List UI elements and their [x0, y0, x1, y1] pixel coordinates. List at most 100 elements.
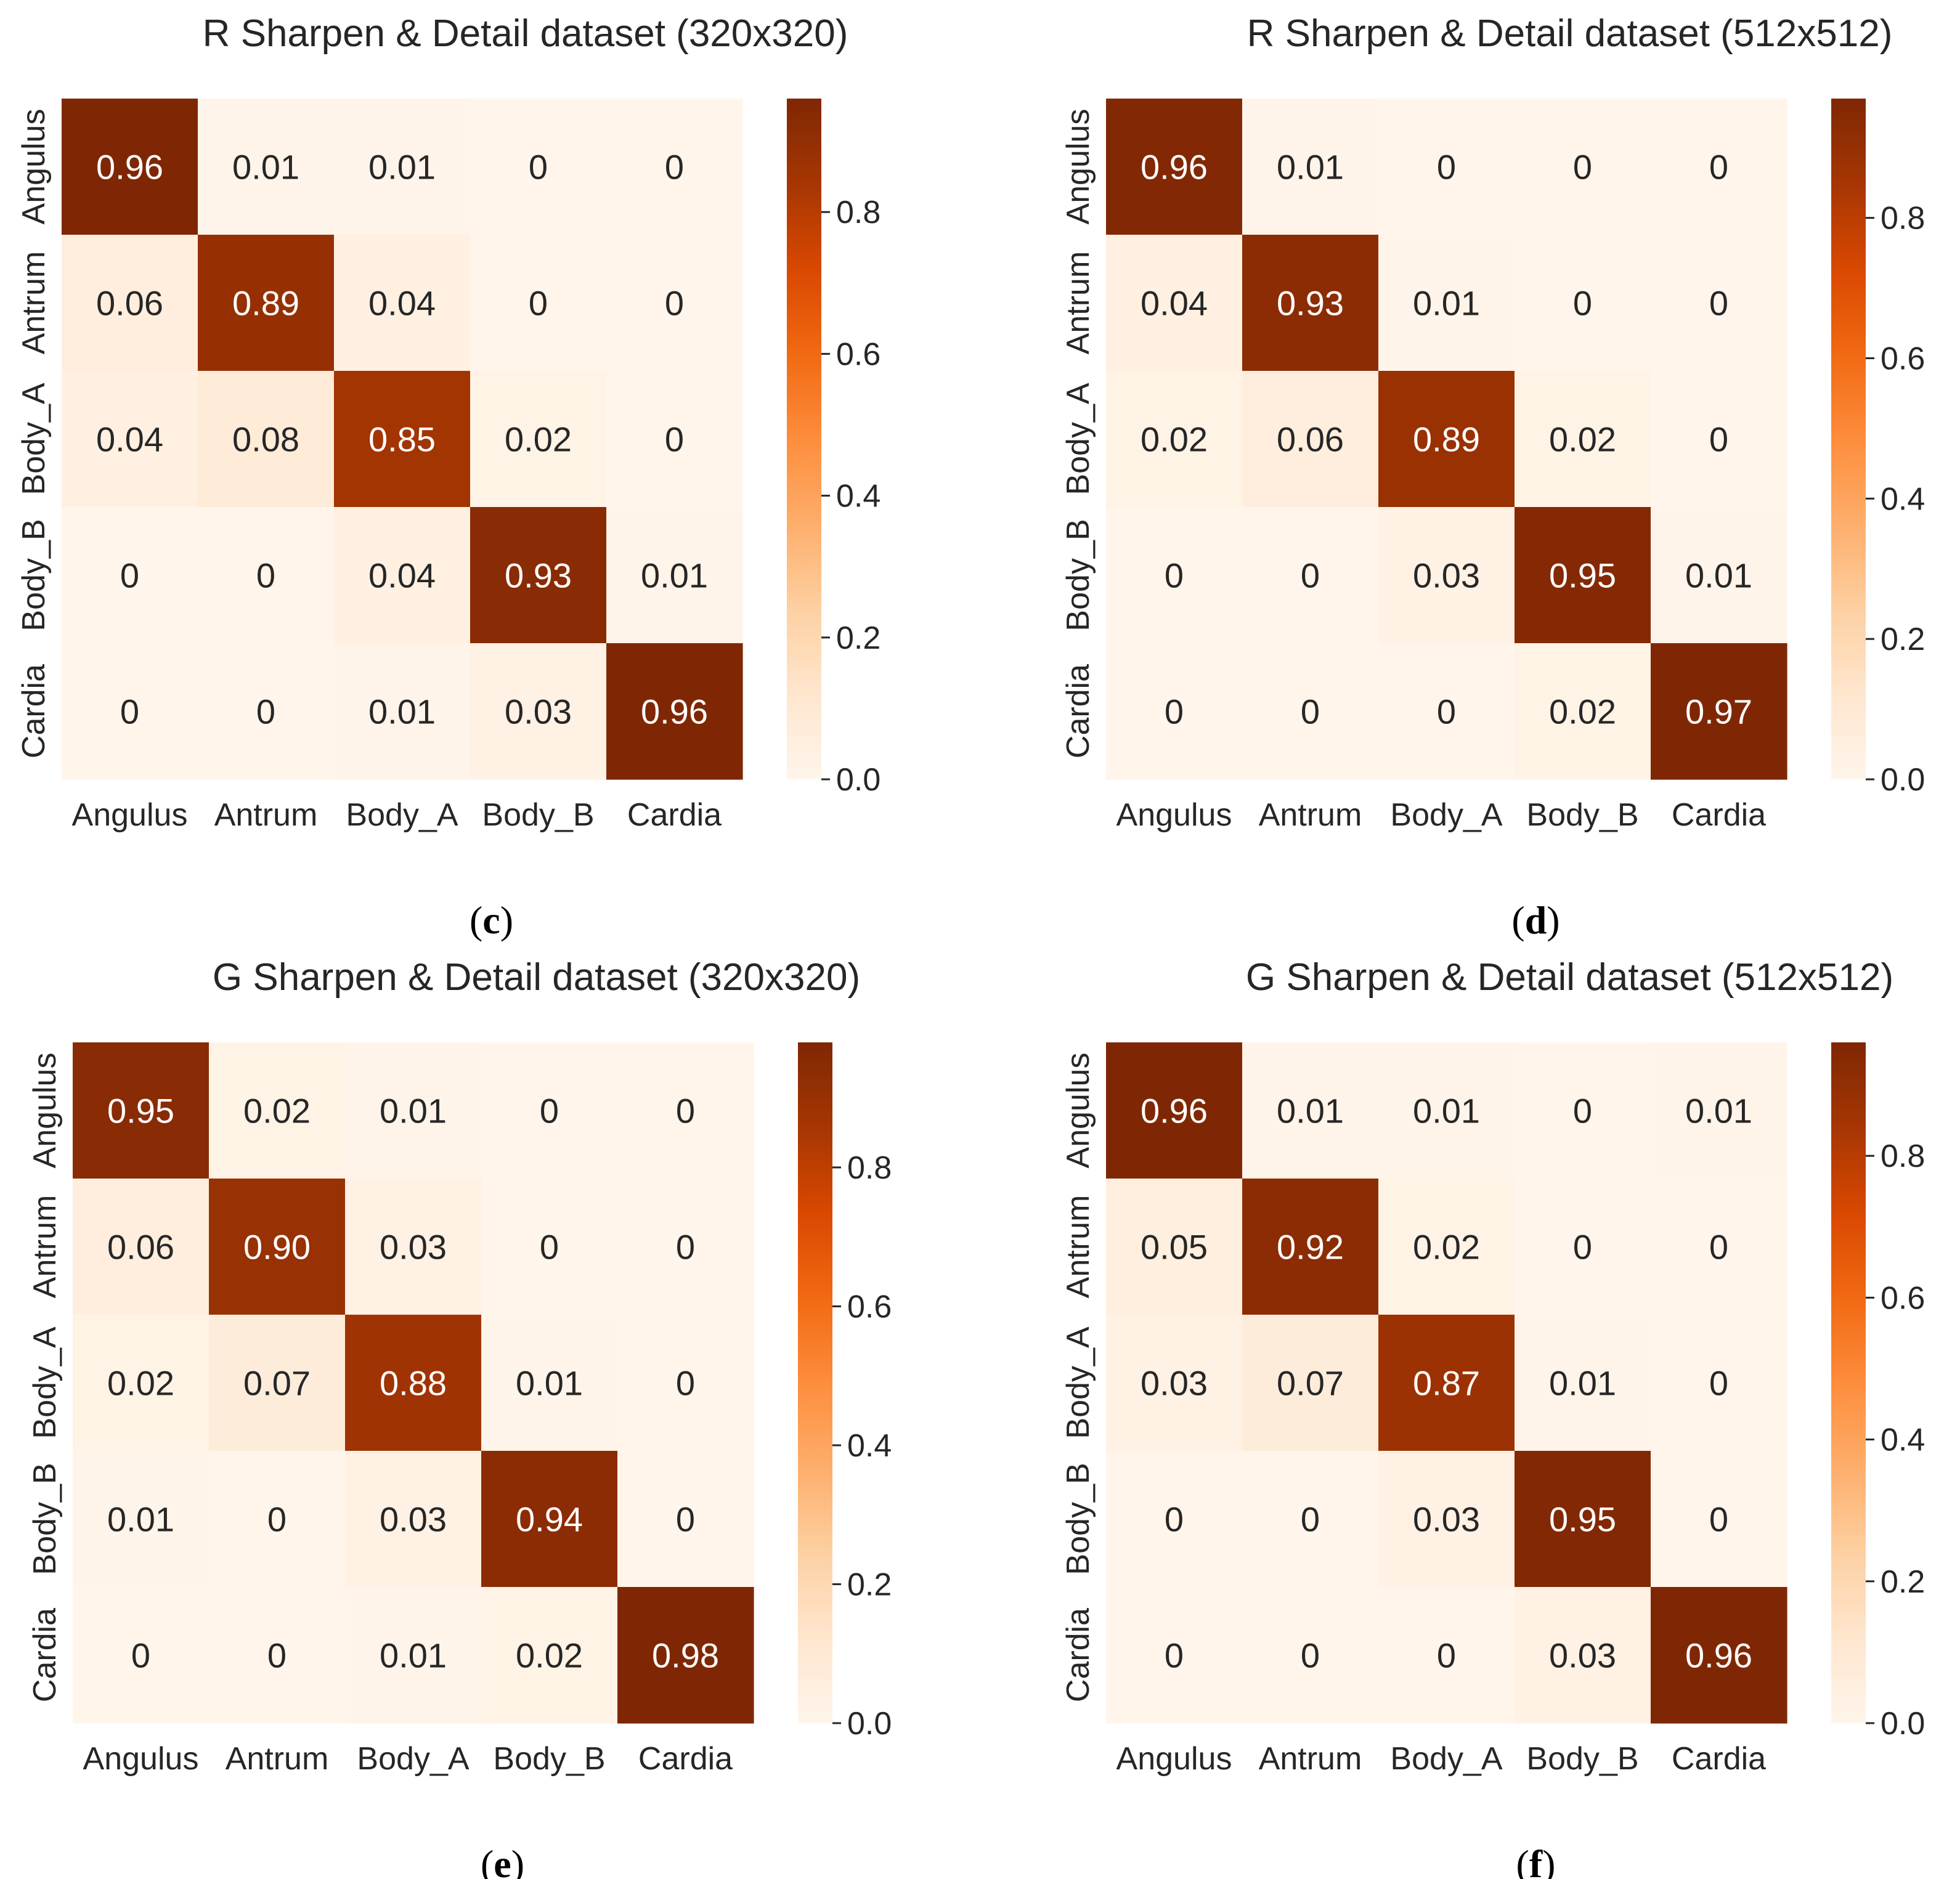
- cell-value-label: 0.03: [380, 1228, 447, 1267]
- colorbar: [787, 99, 821, 779]
- cell-value-label: 0: [1165, 692, 1184, 731]
- colorbar: [1831, 1042, 1866, 1723]
- colorbar-tick-label: 0.0: [1881, 762, 1925, 798]
- heatmap-cell: [62, 99, 198, 235]
- heatmap-cell: [1651, 99, 1787, 235]
- y-tick-label: Cardia: [16, 664, 52, 758]
- heatmap-cell: [198, 371, 335, 508]
- heatmap-cell: [1378, 1451, 1515, 1588]
- heatmap-cell: [1651, 507, 1787, 644]
- cell-value-label: 0.98: [652, 1636, 719, 1675]
- cell-value-label: 0.02: [243, 1092, 311, 1130]
- cell-value-label: 0.89: [1413, 420, 1480, 459]
- heatmap-cell: [73, 1179, 209, 1315]
- cell-value-label: 0: [676, 1092, 695, 1130]
- heatmap-cell: [1515, 371, 1651, 508]
- heatmap-cell: [345, 1179, 482, 1315]
- heatmap-cell: [1106, 1179, 1243, 1315]
- heatmap-cell: [1651, 1042, 1787, 1179]
- cell-value-label: 0.03: [380, 1500, 447, 1539]
- colorbar-tick-label: 0.2: [1881, 622, 1925, 657]
- cell-value-label: 0.95: [1549, 556, 1616, 595]
- colorbar-tick-label: 0.8: [1881, 201, 1925, 237]
- cell-value-label: 0.96: [641, 692, 708, 731]
- y-tick-label: Cardia: [27, 1608, 63, 1702]
- cell-value-label: 0.01: [368, 148, 436, 187]
- heatmap-cell: [73, 1587, 209, 1724]
- caption-letter: d: [1525, 898, 1547, 942]
- cell-value-label: 0: [1709, 284, 1728, 323]
- y-tick-label: Angulus: [27, 1053, 63, 1169]
- heatmap-cell: [470, 235, 607, 371]
- x-tick-label: Body_B: [1526, 1741, 1638, 1777]
- panel-caption: (e): [481, 1842, 524, 1879]
- heatmap-cell: [1378, 99, 1515, 235]
- heatmap-cell: [1651, 1315, 1787, 1451]
- colorbar-tick-label: 0.6: [847, 1289, 892, 1325]
- heatmap-cell: [1378, 1179, 1515, 1315]
- cell-value-label: 0.03: [505, 692, 572, 731]
- heatmap-cell: [1242, 371, 1379, 508]
- heatmap-cell: [481, 1179, 618, 1315]
- heatmap-cell: [1242, 1451, 1379, 1588]
- heatmap-cell: [470, 371, 607, 508]
- cell-value-label: 0.95: [1549, 1500, 1616, 1539]
- heatmap-cell: [1106, 643, 1243, 780]
- heatmap-cell: [1106, 235, 1243, 371]
- cell-value-label: 0: [256, 692, 275, 731]
- heatmap-cell: [198, 235, 335, 371]
- heatmap-cell: [617, 1451, 754, 1588]
- cell-value-label: 0: [1301, 1636, 1320, 1675]
- cell-value-label: 0.85: [368, 420, 436, 459]
- caption-letter: e: [494, 1842, 511, 1879]
- cell-value-label: 0.02: [1549, 692, 1616, 731]
- heatmap-cell: [334, 507, 471, 644]
- caption-paren-open: (: [1516, 1842, 1529, 1879]
- y-tick-label: Antrum: [1060, 1195, 1096, 1299]
- x-tick-label: Antrum: [226, 1741, 329, 1777]
- cell-value-label: 0: [1709, 1228, 1728, 1267]
- y-tick-label: Angulus: [16, 109, 52, 225]
- heatmap-cell: [1378, 507, 1515, 644]
- heatmap-cell: [1651, 235, 1787, 371]
- y-tick-label: Cardia: [1060, 1608, 1096, 1702]
- cell-value-label: 0.01: [1413, 1092, 1480, 1130]
- cell-value-label: 0: [267, 1636, 287, 1675]
- cell-value-label: 0.01: [107, 1500, 174, 1539]
- heatmap-cell: [1106, 1315, 1243, 1451]
- cell-value-label: 0.04: [368, 284, 436, 323]
- cell-value-label: 0.06: [107, 1228, 174, 1267]
- cell-value-label: 0.89: [232, 284, 299, 323]
- cell-value-label: 0: [1301, 1500, 1320, 1539]
- colorbar-tick-label: 0.2: [836, 620, 880, 656]
- heatmap-cell: [1378, 1315, 1515, 1451]
- cell-value-label: 0: [120, 692, 139, 731]
- cell-value-label: 0.06: [96, 284, 163, 323]
- x-tick-label: Body_A: [357, 1741, 469, 1777]
- cell-value-label: 0.96: [1685, 1636, 1752, 1675]
- x-tick-label: Body_A: [346, 797, 458, 833]
- cell-value-label: 0.01: [232, 148, 299, 187]
- heatmap-cell: [1242, 1042, 1379, 1179]
- caption-paren-open: (: [481, 1842, 494, 1879]
- heatmap-cell: [1515, 1179, 1651, 1315]
- heatmap-cell: [481, 1042, 618, 1179]
- colorbar-tick-label: 0.4: [1881, 1422, 1925, 1458]
- cell-value-label: 0.05: [1141, 1228, 1208, 1267]
- heatmap-cell: [481, 1451, 618, 1588]
- cell-value-label: 0.07: [1277, 1364, 1344, 1403]
- heatmap-cell: [617, 1042, 754, 1179]
- caption-paren-close: ): [1542, 1842, 1555, 1879]
- cell-value-label: 0.02: [1141, 420, 1208, 459]
- heatmap-cell: [1378, 371, 1515, 508]
- cell-value-label: 0.03: [1549, 1636, 1616, 1675]
- cell-value-label: 0.04: [1141, 284, 1208, 323]
- heatmap-cell: [334, 99, 471, 235]
- cell-value-label: 0: [1165, 1500, 1184, 1539]
- heatmap-cell: [1515, 235, 1651, 371]
- heatmap-cell: [470, 99, 607, 235]
- cell-value-label: 0: [1709, 1500, 1728, 1539]
- x-tick-label: Angulus: [83, 1741, 199, 1777]
- heatmap-cell: [209, 1315, 346, 1451]
